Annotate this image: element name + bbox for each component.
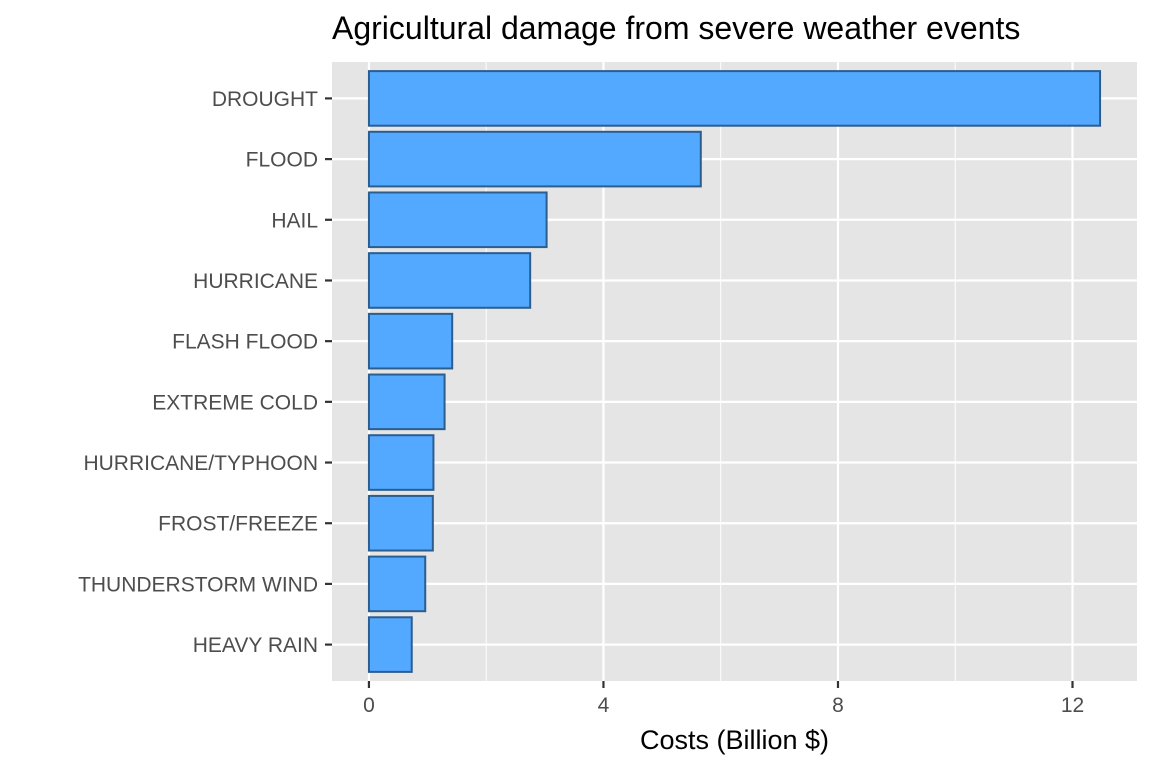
x-tick-label: 0 — [363, 694, 375, 717]
bar-frost-freeze — [367, 494, 434, 552]
bar-hurricane-typhoon — [367, 434, 435, 491]
chart-title: Agricultural damage from severe weather … — [332, 10, 1020, 46]
y-tick-label: HURRICANE — [193, 270, 318, 293]
bar-hurricane — [367, 252, 532, 309]
x-axis: 0 4 8 12 — [363, 681, 1084, 717]
bar-thunderstorm-wind — [367, 555, 427, 613]
bar-flood — [367, 130, 702, 188]
bars — [367, 70, 1102, 673]
bar-drought — [367, 70, 1102, 127]
y-tick-label: HEAVY RAIN — [193, 634, 318, 657]
bar-heavy-rain — [367, 616, 413, 673]
x-tick-label: 12 — [1061, 694, 1084, 717]
bar-flash-flood — [367, 312, 454, 370]
y-tick-label: THUNDERSTORM WIND — [78, 573, 318, 596]
y-tick-label: HURRICANE/TYPHOON — [83, 452, 318, 475]
x-tick-label: 8 — [832, 694, 844, 717]
y-axis: DROUGHT FLOOD HAIL HURRICANE FLASH FLOOD EXTR… — [78, 88, 332, 657]
y-tick-label: FLASH FLOOD — [172, 331, 318, 354]
y-tick-label: EXTREME COLD — [152, 391, 318, 414]
y-tick-label: FLOOD — [246, 149, 318, 172]
bar-extreme-cold — [367, 373, 446, 431]
x-axis-title: Costs (Billion $) — [640, 725, 829, 755]
y-tick-label: DROUGHT — [212, 88, 318, 111]
x-tick-label: 4 — [598, 694, 610, 717]
y-tick-label: HAIL — [271, 209, 318, 232]
y-tick-label: FROST/FREEZE — [158, 513, 318, 536]
bar-hail — [367, 191, 548, 249]
